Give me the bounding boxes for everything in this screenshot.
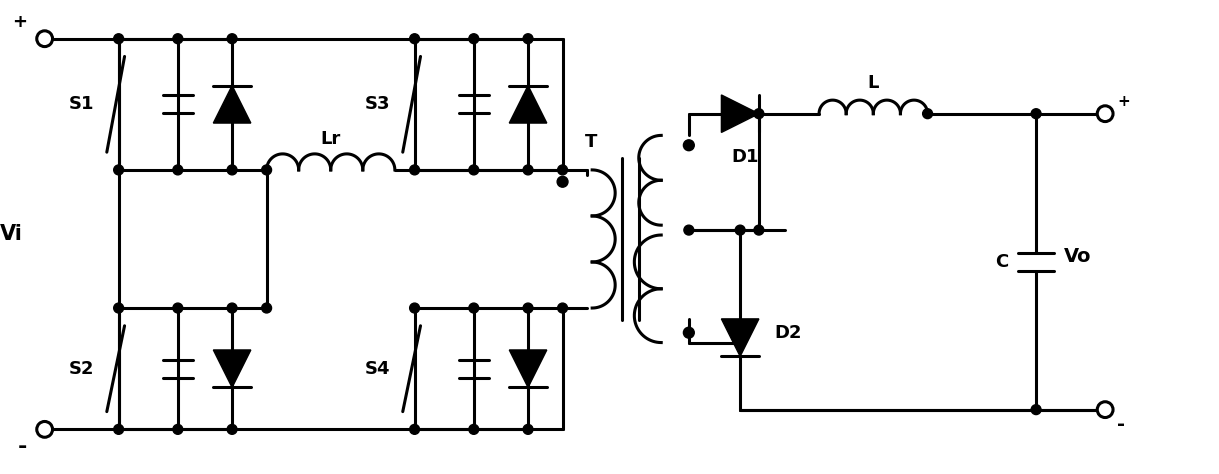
Circle shape — [227, 303, 236, 313]
Circle shape — [684, 225, 694, 235]
Text: -: - — [17, 437, 27, 457]
Text: Vi: Vi — [0, 224, 23, 244]
Text: S4: S4 — [364, 360, 390, 378]
Circle shape — [113, 165, 123, 175]
Circle shape — [523, 303, 533, 313]
Circle shape — [37, 31, 52, 46]
Circle shape — [227, 34, 236, 44]
Text: S2: S2 — [68, 360, 94, 378]
Circle shape — [410, 165, 419, 175]
Circle shape — [1031, 405, 1041, 415]
Text: Lr: Lr — [321, 130, 341, 148]
Circle shape — [557, 176, 568, 187]
Circle shape — [410, 303, 419, 313]
Circle shape — [684, 327, 695, 338]
Circle shape — [227, 424, 236, 434]
Circle shape — [410, 424, 419, 434]
Circle shape — [37, 421, 52, 437]
Polygon shape — [213, 350, 251, 387]
Text: -: - — [1117, 415, 1125, 434]
Circle shape — [755, 225, 764, 235]
Circle shape — [523, 34, 533, 44]
Polygon shape — [722, 95, 759, 132]
Text: T: T — [585, 133, 597, 151]
Circle shape — [262, 303, 272, 313]
Circle shape — [735, 225, 745, 235]
Circle shape — [523, 165, 533, 175]
Circle shape — [557, 165, 568, 175]
Circle shape — [410, 34, 419, 44]
Circle shape — [1097, 402, 1113, 418]
Circle shape — [113, 424, 123, 434]
Polygon shape — [510, 86, 547, 123]
Polygon shape — [510, 350, 547, 387]
Circle shape — [755, 109, 764, 118]
Polygon shape — [722, 319, 759, 356]
Circle shape — [227, 165, 236, 175]
Circle shape — [173, 34, 183, 44]
Text: Vo: Vo — [1064, 247, 1091, 266]
Text: S1: S1 — [68, 95, 94, 113]
Text: L: L — [868, 74, 879, 92]
Circle shape — [469, 34, 479, 44]
Text: +: + — [1117, 94, 1130, 109]
Circle shape — [557, 303, 568, 313]
Text: +: + — [12, 13, 27, 31]
Circle shape — [173, 165, 183, 175]
Text: D2: D2 — [774, 324, 802, 342]
Circle shape — [684, 140, 695, 151]
Circle shape — [173, 424, 183, 434]
Circle shape — [113, 34, 123, 44]
Circle shape — [1031, 109, 1041, 118]
Circle shape — [262, 165, 272, 175]
Text: D1: D1 — [731, 148, 758, 166]
Polygon shape — [213, 86, 251, 123]
Circle shape — [469, 424, 479, 434]
Circle shape — [113, 303, 123, 313]
Circle shape — [923, 109, 933, 118]
Circle shape — [469, 165, 479, 175]
Text: S3: S3 — [364, 95, 390, 113]
Circle shape — [469, 303, 479, 313]
Text: C: C — [995, 253, 1008, 271]
Circle shape — [1097, 106, 1113, 121]
Circle shape — [523, 424, 533, 434]
Circle shape — [173, 303, 183, 313]
